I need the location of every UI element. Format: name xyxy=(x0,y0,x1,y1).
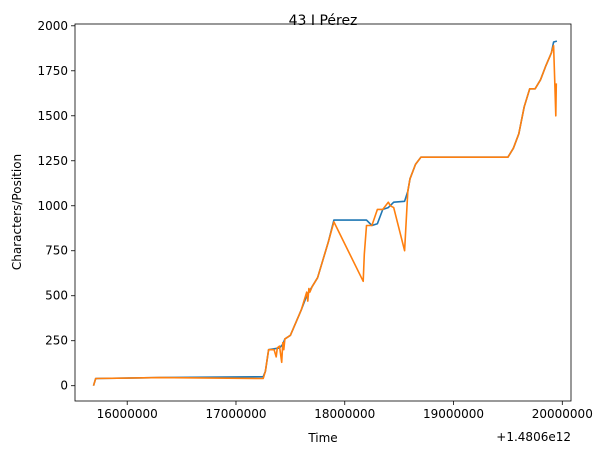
y-tick-label: 2000 xyxy=(37,19,68,33)
y-tick-label: 1000 xyxy=(37,199,68,213)
x-axis-label: Time xyxy=(307,431,337,445)
x-tick-label: 18000000 xyxy=(314,407,375,421)
chart-title: 43 I Pérez xyxy=(289,13,358,29)
series-layer xyxy=(92,40,558,386)
y-tick-label: 250 xyxy=(45,334,68,348)
y-tick-label: 1500 xyxy=(37,109,68,123)
x-tick-label: 19000000 xyxy=(423,407,484,421)
x-offset-label: +1.4806e12 xyxy=(496,430,571,444)
y-tick-label: 1250 xyxy=(37,154,68,168)
y-tick-label: 1750 xyxy=(37,64,68,78)
y-axis-ticks: 0 250 500 750 1000 1250 1500 1750 2000 xyxy=(37,19,75,393)
y-tick-label: 500 xyxy=(45,289,68,303)
y-axis-label: Characters/Position xyxy=(10,154,24,270)
series-line-2 xyxy=(92,44,558,386)
x-tick-label: 20000000 xyxy=(532,407,593,421)
x-tick-label: 16000000 xyxy=(97,407,158,421)
plot-frame xyxy=(74,23,572,402)
y-tick-label: 0 xyxy=(60,379,68,393)
x-axis-ticks: 16000000 17000000 18000000 19000000 20000000 xyxy=(97,401,593,421)
x-tick-label: 17000000 xyxy=(205,407,266,421)
y-tick-label: 750 xyxy=(45,244,68,258)
